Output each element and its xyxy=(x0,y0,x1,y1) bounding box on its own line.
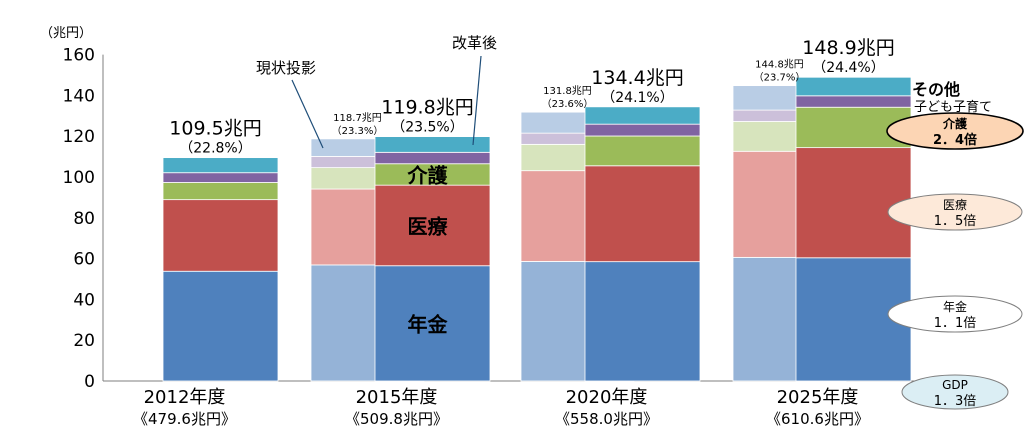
y-tick-label: 60 xyxy=(73,250,95,270)
multiplier-bubble-ratio: 1．1倍 xyxy=(934,316,977,331)
multiplier-bubble-title: GDP xyxy=(942,378,968,392)
multiplier-bubble-pension xyxy=(887,295,1023,333)
y-tick-label: 80 xyxy=(73,209,95,229)
projection-ratio-label: （23.3%） xyxy=(332,125,384,137)
x-category-label: 2025年度 xyxy=(777,387,859,408)
x-category-label: 2015年度 xyxy=(356,387,438,408)
reform-ratio-label: （23.5%） xyxy=(391,120,463,136)
reform-bar-pension xyxy=(584,261,701,382)
reform-total-label: 109.5兆円 xyxy=(169,118,261,140)
x-gdp-label: 《610.6兆円》 xyxy=(766,410,869,428)
segment-label-medical: 医療 xyxy=(408,214,448,238)
reform-bar-medical xyxy=(162,199,279,272)
segment-label-pension: 年金 xyxy=(408,312,449,336)
projection-callout-label: 現状投影 xyxy=(256,59,316,77)
y-tick-label: 100 xyxy=(63,168,95,188)
reform-bar-child-care xyxy=(584,123,701,137)
legend-other-label: その他 xyxy=(912,80,960,99)
multiplier-bubble-ratio: 1．5倍 xyxy=(934,214,977,229)
multiplier-bubble-title: 医療 xyxy=(943,198,967,212)
projection-callout-line xyxy=(291,79,324,149)
x-category-label: 2020年度 xyxy=(566,387,648,408)
multiplier-bubble-ratio: 1．3倍 xyxy=(934,394,977,409)
y-tick-label: 40 xyxy=(73,290,95,310)
multiplier-bubble-care xyxy=(886,112,1024,150)
reform-ratio-label: （22.8%） xyxy=(179,141,251,157)
y-axis-unit-label: （兆円） xyxy=(40,26,92,41)
x-gdp-label: 《479.6兆円》 xyxy=(133,410,236,428)
reform-bar-other xyxy=(374,136,491,153)
y-tick-label: 160 xyxy=(63,46,95,66)
reform-callout-line xyxy=(472,55,482,146)
reform-bar-medical xyxy=(795,147,912,259)
segment-label-care: 介護 xyxy=(407,163,449,187)
multiplier-bubble-title: 年金 xyxy=(943,299,967,314)
projection-total-label: 118.7兆円 xyxy=(333,112,382,124)
projection-total-label: 144.8兆円 xyxy=(755,59,804,71)
reform-bar-other xyxy=(584,106,701,125)
reform-bar-pension xyxy=(162,270,279,382)
reform-callout-label: 改革後 xyxy=(452,34,497,52)
legend-child-label: 子ども子育て xyxy=(914,99,992,115)
reform-bar-other xyxy=(795,76,912,97)
multiplier-bubble-gdp xyxy=(901,374,1009,410)
reform-bar-child-care xyxy=(374,151,491,165)
x-category-label: 2012年度 xyxy=(144,387,226,408)
reform-bar-pension xyxy=(374,265,491,382)
reform-total-label: 134.4兆円 xyxy=(591,67,683,89)
reform-bar-medical xyxy=(584,165,701,263)
reform-total-label: 148.9兆円 xyxy=(802,37,894,59)
reform-bar-medical xyxy=(374,184,491,267)
reform-bar-other xyxy=(162,157,279,174)
y-tick-label: 120 xyxy=(63,127,95,147)
y-tick-label: 20 xyxy=(73,331,95,351)
multiplier-bubble-medical xyxy=(887,193,1023,231)
reform-total-label: 119.8兆円 xyxy=(381,97,473,119)
y-tick-label: 140 xyxy=(63,86,95,106)
reform-bar-child-care xyxy=(162,172,279,183)
projection-total-label: 131.8兆円 xyxy=(543,85,592,97)
multiplier-bubble-title: 介護 xyxy=(942,116,968,131)
reform-ratio-label: （24.1%） xyxy=(601,90,673,106)
reform-bar-care xyxy=(162,182,279,201)
reform-ratio-label: （24.4%） xyxy=(812,60,884,76)
projection-ratio-label: （23.6%） xyxy=(542,98,594,110)
x-gdp-label: 《558.0兆円》 xyxy=(555,410,658,428)
reform-bar-child-care xyxy=(795,95,912,108)
multiplier-bubble-ratio: 2．4倍 xyxy=(933,132,977,148)
projection-ratio-label: （23.7%） xyxy=(754,72,806,84)
reform-bar-care xyxy=(584,135,701,167)
x-gdp-label: 《509.8兆円》 xyxy=(345,410,448,428)
y-tick-label: 0 xyxy=(84,372,95,392)
